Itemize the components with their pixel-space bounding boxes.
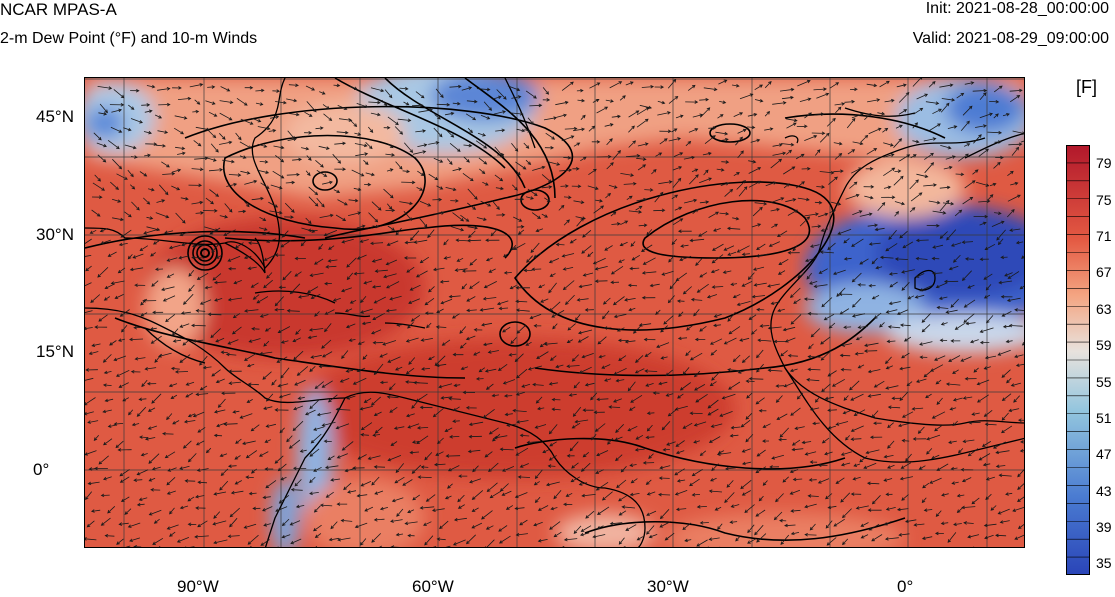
colorbar-label-39: 39 [1096,519,1112,535]
colorbar-label-63: 63 [1096,301,1112,317]
lat-label-45n: 45°N [36,107,74,127]
lon-label-60w: 60°W [412,577,454,597]
lon-label-30w: 30°W [647,577,689,597]
lon-label-90w: 90°W [177,577,219,597]
lat-label-30n: 30°N [36,225,74,245]
dewpoint-map [84,77,1025,548]
colorbar-label-43: 43 [1096,483,1112,499]
colorbar-label-75: 75 [1096,192,1112,208]
colorbar-label-79: 79 [1096,155,1112,171]
colorbar-label-71: 71 [1096,228,1112,244]
model-title: NCAR MPAS-A [0,0,117,20]
colorbar-label-59: 59 [1096,337,1112,353]
colorbar-units: [F] [1076,77,1097,98]
lon-label-0: 0° [897,577,913,597]
init-time: Init: 2021-08-28_00:00:00 [926,0,1109,18]
wind-arrow [792,548,799,549]
valid-time: Valid: 2021-08-29_09:00:00 [913,30,1109,48]
colorbar-label-35: 35 [1096,555,1112,571]
colorbar [1066,145,1090,575]
field-title: 2-m Dew Point (°F) and 10-m Winds [0,30,257,48]
wind-arrow [1025,114,1026,117]
lat-label-15n: 15°N [36,342,74,362]
lat-label-0: 0° [33,460,49,480]
map-svg [85,78,1025,548]
colorbar-label-55: 55 [1096,374,1112,390]
wind-arrow [452,547,461,548]
colorbar-label-47: 47 [1096,446,1112,462]
colorbar-label-67: 67 [1096,264,1112,280]
wind-arrow [276,547,288,548]
wind-arrow [936,547,944,548]
wind-arrow [675,548,687,549]
colorbar-label-51: 51 [1096,410,1112,426]
